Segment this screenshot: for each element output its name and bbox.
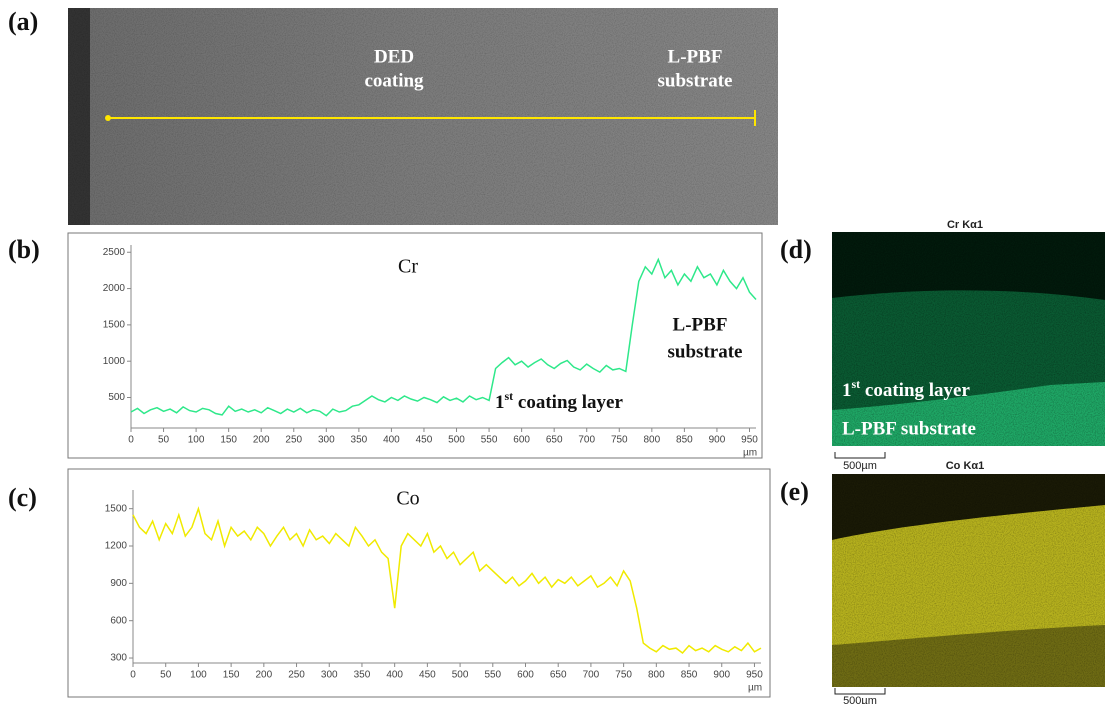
x-tick-label: 700 xyxy=(583,670,600,681)
map-label-part: coating layer xyxy=(860,380,970,401)
x-tick-label: 300 xyxy=(318,435,335,446)
chart-title: Co xyxy=(396,488,419,510)
x-tick-label: 550 xyxy=(481,435,498,446)
x-tick-label: 650 xyxy=(550,670,567,681)
x-tick-label: 250 xyxy=(285,435,302,446)
panel-label: (a) xyxy=(8,7,38,36)
data-line xyxy=(130,257,757,417)
x-tick-label: 350 xyxy=(351,435,368,446)
map-label: 1st coating layer xyxy=(842,377,970,402)
data-line xyxy=(132,506,762,655)
x-tick-label: 600 xyxy=(517,670,534,681)
x-tick-label: 0 xyxy=(130,670,136,681)
x-tick-label: 250 xyxy=(288,670,305,681)
map-title: Cr Kα1 xyxy=(947,219,983,231)
panel-label: (d) xyxy=(780,235,812,264)
x-tick-label: 100 xyxy=(190,670,207,681)
x-tick-label: 100 xyxy=(188,435,205,446)
x-tick-label: 500 xyxy=(452,670,469,681)
y-tick-label: 1200 xyxy=(105,541,128,552)
x-tick-label: 350 xyxy=(354,670,371,681)
x-unit: µm xyxy=(743,448,757,459)
x-tick-label: 200 xyxy=(255,670,272,681)
annotation: substrate xyxy=(668,341,743,362)
x-tick-label: 300 xyxy=(321,670,338,681)
x-tick-label: 0 xyxy=(128,435,134,446)
y-tick-label: 300 xyxy=(110,653,127,664)
annotation: 1st coating layer xyxy=(495,389,623,414)
x-tick-label: 650 xyxy=(546,435,563,446)
x-tick-label: 750 xyxy=(611,435,628,446)
y-tick-label: 500 xyxy=(108,392,125,403)
chart-title: Cr xyxy=(398,256,418,278)
y-tick-label: 1500 xyxy=(103,320,126,331)
y-tick-label: 1000 xyxy=(103,356,126,367)
x-tick-label: 600 xyxy=(513,435,530,446)
annotation-part: st xyxy=(505,389,514,403)
map-noise xyxy=(832,232,1105,446)
image-label: coating xyxy=(364,70,424,91)
x-tick-label: 150 xyxy=(220,435,237,446)
scale-bar-label: 500µm xyxy=(843,460,877,472)
map-noise xyxy=(832,474,1105,687)
x-tick-label: 550 xyxy=(484,670,501,681)
x-tick-label: 900 xyxy=(713,670,730,681)
sem-noise xyxy=(68,8,778,225)
scale-bar-label: 500µm xyxy=(843,695,877,704)
x-tick-label: 400 xyxy=(386,670,403,681)
panel-label: (c) xyxy=(8,483,37,512)
x-tick-label: 50 xyxy=(158,435,170,446)
chart-frame xyxy=(67,468,771,698)
y-tick-label: 2500 xyxy=(103,247,126,258)
x-tick-label: 800 xyxy=(648,670,665,681)
map-label-part: st xyxy=(852,377,861,391)
annotation-part: coating layer xyxy=(513,392,623,413)
image-label: substrate xyxy=(658,70,733,91)
panel-label: (b) xyxy=(8,235,40,264)
x-tick-label: 750 xyxy=(615,670,632,681)
y-tick-label: 1500 xyxy=(105,503,128,514)
x-unit: µm xyxy=(748,683,762,694)
scale-bar xyxy=(834,452,886,459)
chart-frame xyxy=(67,232,763,459)
x-tick-label: 700 xyxy=(578,435,595,446)
x-tick-label: 900 xyxy=(709,435,726,446)
map-label-part: 1 xyxy=(842,380,852,401)
x-tick-label: 950 xyxy=(741,435,758,446)
map-title: Co Kα1 xyxy=(946,460,985,472)
x-tick-label: 50 xyxy=(160,670,172,681)
x-tick-label: 450 xyxy=(416,435,433,446)
annotation-part: 1 xyxy=(495,392,505,413)
x-tick-label: 400 xyxy=(383,435,400,446)
map-label: L-PBF substrate xyxy=(842,418,976,439)
x-tick-label: 150 xyxy=(223,670,240,681)
panel-label: (e) xyxy=(780,477,809,506)
annotation: L-PBF xyxy=(673,314,728,335)
x-tick-label: 200 xyxy=(253,435,270,446)
scale-bar xyxy=(834,688,886,695)
image-label: L-PBF xyxy=(668,46,723,67)
x-tick-label: 800 xyxy=(643,435,660,446)
x-tick-label: 950 xyxy=(746,670,763,681)
x-tick-label: 850 xyxy=(676,435,693,446)
x-tick-label: 450 xyxy=(419,670,436,681)
y-tick-label: 2000 xyxy=(103,283,126,294)
x-tick-label: 850 xyxy=(681,670,698,681)
x-tick-label: 500 xyxy=(448,435,465,446)
y-tick-label: 600 xyxy=(110,615,127,626)
scan-start xyxy=(105,115,111,121)
y-tick-label: 900 xyxy=(110,578,127,589)
image-label: DED xyxy=(374,46,414,67)
